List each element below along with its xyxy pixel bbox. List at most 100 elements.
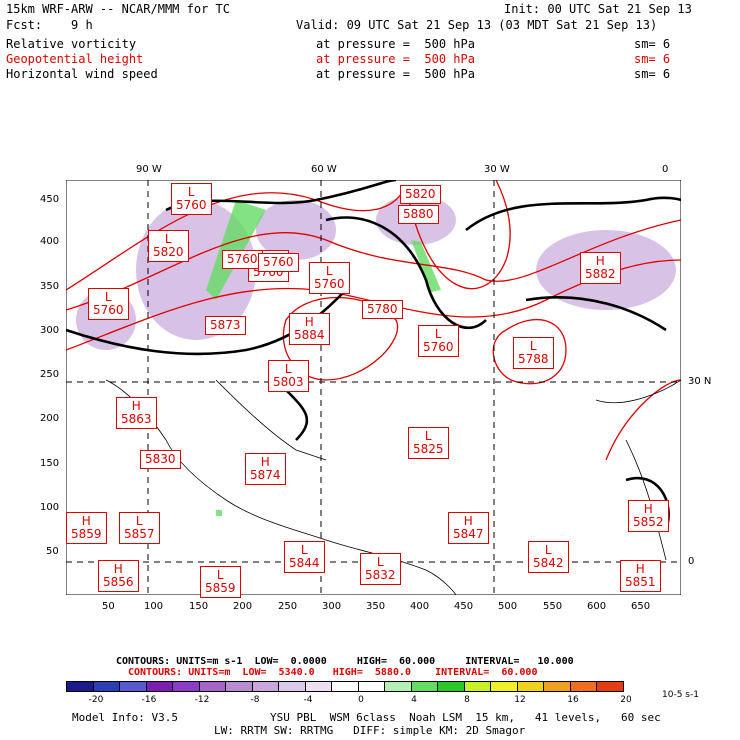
x-tick: 50: [102, 601, 115, 612]
x-tick: 600: [587, 601, 607, 612]
height-label: 5760: [222, 250, 263, 269]
init-time: Init: 00 UTC Sat 21 Sep 13: [504, 2, 692, 16]
x-tick: 300: [322, 601, 342, 612]
field-name-wind: Horizontal wind speed: [6, 67, 158, 81]
x-tick: 100: [144, 601, 164, 612]
y-tick: 50: [46, 546, 59, 557]
x-tick: 650: [631, 601, 651, 612]
colorbar-swatch: [569, 681, 597, 692]
colorbar-swatch: [304, 681, 332, 692]
colorbar-swatch: [92, 681, 120, 692]
y-tick: 300: [40, 325, 60, 336]
height-label: 5820: [400, 185, 441, 204]
height-label: 5830: [140, 450, 181, 469]
height-label: H 5852: [628, 500, 669, 532]
height-label: L 5825: [408, 427, 449, 459]
height-label: H 5874: [245, 453, 286, 485]
x-tick: 250: [278, 601, 298, 612]
lat-label-0: 0: [688, 556, 695, 567]
lon-label-60w: 60 W: [311, 164, 337, 175]
height-label: L 5842: [528, 541, 569, 573]
contours-wind-info: CONTOURS: UNITS=m s-1 LOW= 0.0000 HIGH= …: [116, 656, 574, 667]
colorbar-label: 0: [358, 695, 364, 705]
y-tick: 100: [40, 502, 60, 513]
lon-label-30w: 30 W: [484, 164, 510, 175]
x-tick: 150: [189, 601, 209, 612]
height-label: L 5820: [148, 230, 189, 262]
y-tick: 200: [40, 413, 60, 424]
field-name-geopotential: Geopotential height: [6, 52, 144, 66]
colorbar-label: 20: [620, 695, 632, 705]
colorbar-label: 8: [464, 695, 470, 705]
colorbar-swatch: [596, 681, 624, 692]
physics-line1: YSU PBL WSM 6class Noah LSM 15 km, 41 le…: [270, 711, 661, 724]
colorbar-label: 12: [514, 695, 526, 705]
height-label: H 5851: [620, 560, 661, 592]
height-label: H 5882: [580, 252, 621, 284]
height-label: L 5859: [200, 566, 241, 598]
y-tick: 350: [40, 281, 60, 292]
contours-height-info: CONTOURS: UNITS=m LOW= 5340.0 HIGH= 5880…: [128, 667, 538, 678]
colorbar-swatch: [410, 681, 438, 692]
colorbar-label: -8: [250, 695, 260, 705]
y-tick: 150: [40, 458, 60, 469]
height-label: L 5857: [119, 512, 160, 544]
model-info: Model Info: V3.5: [72, 711, 178, 724]
colorbar-swatch: [278, 681, 306, 692]
colorbar-label: -20: [88, 695, 104, 705]
colorbar-swatch: [357, 681, 385, 692]
x-tick: 200: [233, 601, 253, 612]
height-label: L 5803: [268, 360, 309, 392]
colorbar-swatch: [251, 681, 279, 692]
model-title: 15km WRF-ARW -- NCAR/MMM for TC: [6, 2, 230, 16]
x-tick: 350: [366, 601, 386, 612]
forecast-hour: Fcst: 9 h: [6, 18, 93, 32]
colorbar-swatch: [331, 681, 359, 692]
physics-line2: LW: RRTM SW: RRTMG DIFF: simple KM: 2D S…: [214, 724, 526, 737]
colorbar-units: 10-5 s-1: [662, 690, 699, 700]
height-label: 5780: [362, 300, 403, 319]
y-tick: 250: [40, 369, 60, 380]
colorbar-swatch: [543, 681, 571, 692]
field-smooth-geopotential: sm= 6: [634, 52, 671, 66]
colorbar-label: 16: [567, 695, 579, 705]
colorbar-swatch: [437, 681, 465, 692]
colorbar-label: -4: [303, 695, 313, 705]
field-level-geopotential: at pressure = 500 hPa: [316, 52, 475, 66]
valid-time: Valid: 09 UTC Sat 21 Sep 13 (03 MDT Sat …: [296, 18, 658, 32]
colorbar-swatch: [463, 681, 491, 692]
colorbar-swatch: [119, 681, 147, 692]
field-level-vorticity: at pressure = 500 hPa: [316, 37, 475, 51]
y-tick: 450: [40, 194, 60, 205]
lon-label-0: 0: [662, 164, 669, 175]
x-tick: 400: [410, 601, 430, 612]
colorbar-swatch: [384, 681, 412, 692]
x-tick: 500: [498, 601, 518, 612]
field-smooth-vorticity: sm= 6: [634, 37, 671, 51]
lon-label-90w: 90 W: [136, 164, 162, 175]
height-label: L 5832: [360, 553, 401, 585]
colorbar-swatch: [225, 681, 253, 692]
x-tick: 550: [543, 601, 563, 612]
height-label: 5760: [258, 253, 299, 272]
height-label: H 5856: [98, 560, 139, 592]
colorbar-swatch: [490, 681, 518, 692]
colorbar-swatch: [516, 681, 544, 692]
height-label: 5880: [398, 205, 439, 224]
height-label: H 5859: [66, 512, 107, 544]
colorbar-swatch: [198, 681, 226, 692]
x-tick: 450: [454, 601, 474, 612]
colorbar-label: -12: [194, 695, 210, 705]
height-label: 5873: [205, 316, 246, 335]
height-label: H 5847: [448, 512, 489, 544]
height-label: L 5844: [284, 541, 325, 573]
height-label: L 5788: [513, 337, 554, 369]
y-tick: 400: [40, 236, 60, 247]
colorbar-swatch: [145, 681, 173, 692]
height-label: H 5884: [289, 313, 330, 345]
